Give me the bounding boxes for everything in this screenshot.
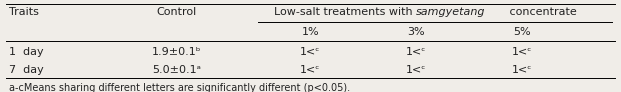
Text: 1.9±0.1ᵇ: 1.9±0.1ᵇ <box>152 47 202 56</box>
Text: 7  day: 7 day <box>9 65 44 75</box>
Text: 1  day: 1 day <box>9 47 44 56</box>
Text: 3%: 3% <box>407 27 425 37</box>
Text: Traits: Traits <box>9 7 39 17</box>
Text: 1<ᶜ: 1<ᶜ <box>512 65 532 75</box>
Text: 1%: 1% <box>302 27 319 37</box>
Text: 1<ᶜ: 1<ᶜ <box>512 47 532 56</box>
Text: 1<ᶜ: 1<ᶜ <box>301 65 320 75</box>
Text: Low-salt treatments with: Low-salt treatments with <box>274 7 416 17</box>
Text: concentrate: concentrate <box>505 7 576 17</box>
Text: Control: Control <box>157 7 197 17</box>
Text: a-cMeans sharing different letters are significantly different (p<0.05).: a-cMeans sharing different letters are s… <box>9 83 350 92</box>
Text: 5%: 5% <box>513 27 530 37</box>
Text: 5.0±0.1ᵃ: 5.0±0.1ᵃ <box>153 65 201 75</box>
Text: 1<ᶜ: 1<ᶜ <box>406 65 426 75</box>
Text: 1<ᶜ: 1<ᶜ <box>406 47 426 56</box>
Text: samgyetang: samgyetang <box>416 7 486 17</box>
Text: 1<ᶜ: 1<ᶜ <box>301 47 320 56</box>
